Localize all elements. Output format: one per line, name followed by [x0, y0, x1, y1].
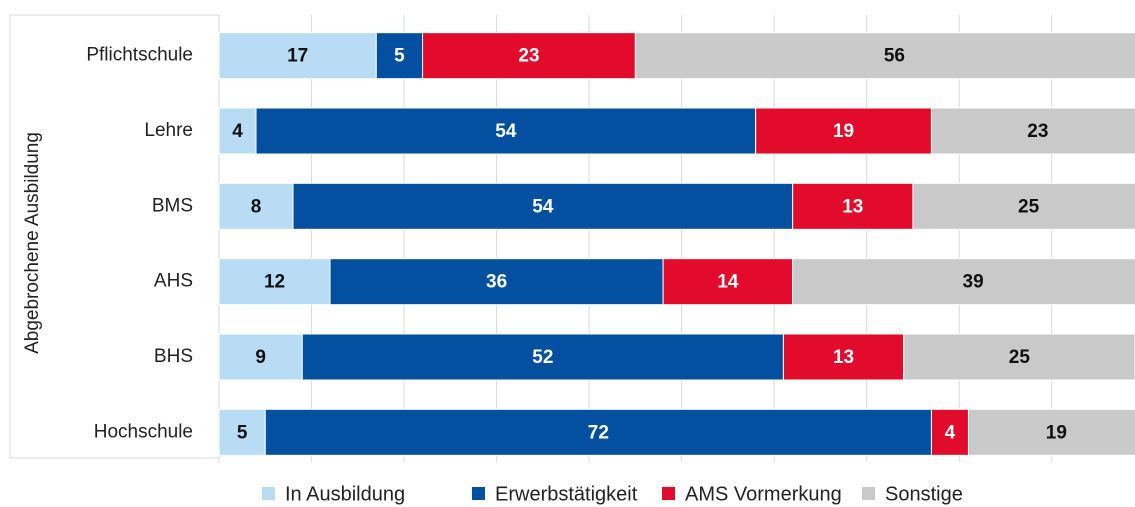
- bar-segment: [792, 182, 914, 230]
- data-label: 17: [287, 46, 308, 67]
- y-tick-label: Hochschule: [94, 421, 193, 442]
- data-label: 5: [394, 46, 405, 67]
- legend-swatch: [662, 487, 675, 500]
- y-tick-label: AHS: [154, 271, 193, 292]
- data-label: 23: [518, 46, 539, 67]
- bar-segment: [264, 408, 932, 456]
- legend-label: Erwerbstätigkeit: [495, 483, 638, 505]
- data-label: 14: [717, 272, 739, 293]
- data-label: 54: [495, 121, 517, 142]
- data-label: 54: [532, 196, 554, 217]
- data-label: 12: [264, 272, 285, 293]
- y-tick-label: Lehre: [144, 120, 193, 141]
- data-label: 52: [532, 347, 553, 368]
- bar-segment: [329, 258, 664, 306]
- data-label: 9: [255, 347, 266, 368]
- legend-label: AMS Vormerkung: [685, 483, 842, 505]
- data-label: 23: [1027, 121, 1048, 142]
- data-label: 36: [486, 272, 507, 293]
- data-label: 72: [588, 422, 609, 443]
- y-tick-label: BMS: [152, 195, 193, 216]
- bar-segment: [782, 333, 905, 381]
- data-label: 4: [232, 121, 243, 142]
- bar-segment: [903, 333, 1135, 381]
- data-label: 19: [1046, 422, 1067, 443]
- bar-segment: [967, 408, 1135, 456]
- data-label: 4: [945, 422, 956, 443]
- data-label: 19: [833, 121, 854, 142]
- bar-segment: [292, 182, 794, 230]
- bar-segment: [218, 182, 294, 230]
- bar-segment: [218, 258, 331, 306]
- bar-segment: [930, 107, 1135, 155]
- data-label: 39: [963, 272, 984, 293]
- data-label: 13: [842, 196, 863, 217]
- legend-swatch: [262, 487, 275, 500]
- legend-swatch: [862, 487, 875, 500]
- data-label: 8: [251, 196, 262, 217]
- bar-segment: [912, 182, 1135, 230]
- bar-segment: [422, 32, 636, 80]
- data-label: 56: [884, 46, 905, 67]
- bar-segment: [930, 408, 969, 456]
- legend-swatch: [472, 487, 485, 500]
- bar-segment: [634, 32, 1135, 80]
- y-tick-label: BHS: [154, 346, 193, 367]
- legend-label: In Ausbildung: [285, 483, 405, 505]
- data-label: 25: [1018, 196, 1040, 217]
- legend-label: Sonstige: [885, 483, 963, 505]
- bar-segment: [375, 32, 424, 80]
- bar-segment: [662, 258, 794, 306]
- bar-segment: [792, 258, 1135, 306]
- data-label: 5: [237, 422, 248, 443]
- data-label: 13: [833, 347, 854, 368]
- bar-segment: [755, 107, 932, 155]
- axis-frame: [9, 14, 219, 459]
- y-tick-label: Pflichtschule: [86, 45, 193, 66]
- y-axis-label: Abgebrochene Ausbildung: [22, 132, 43, 354]
- data-label: 25: [1009, 347, 1031, 368]
- bar-segment: [218, 32, 377, 80]
